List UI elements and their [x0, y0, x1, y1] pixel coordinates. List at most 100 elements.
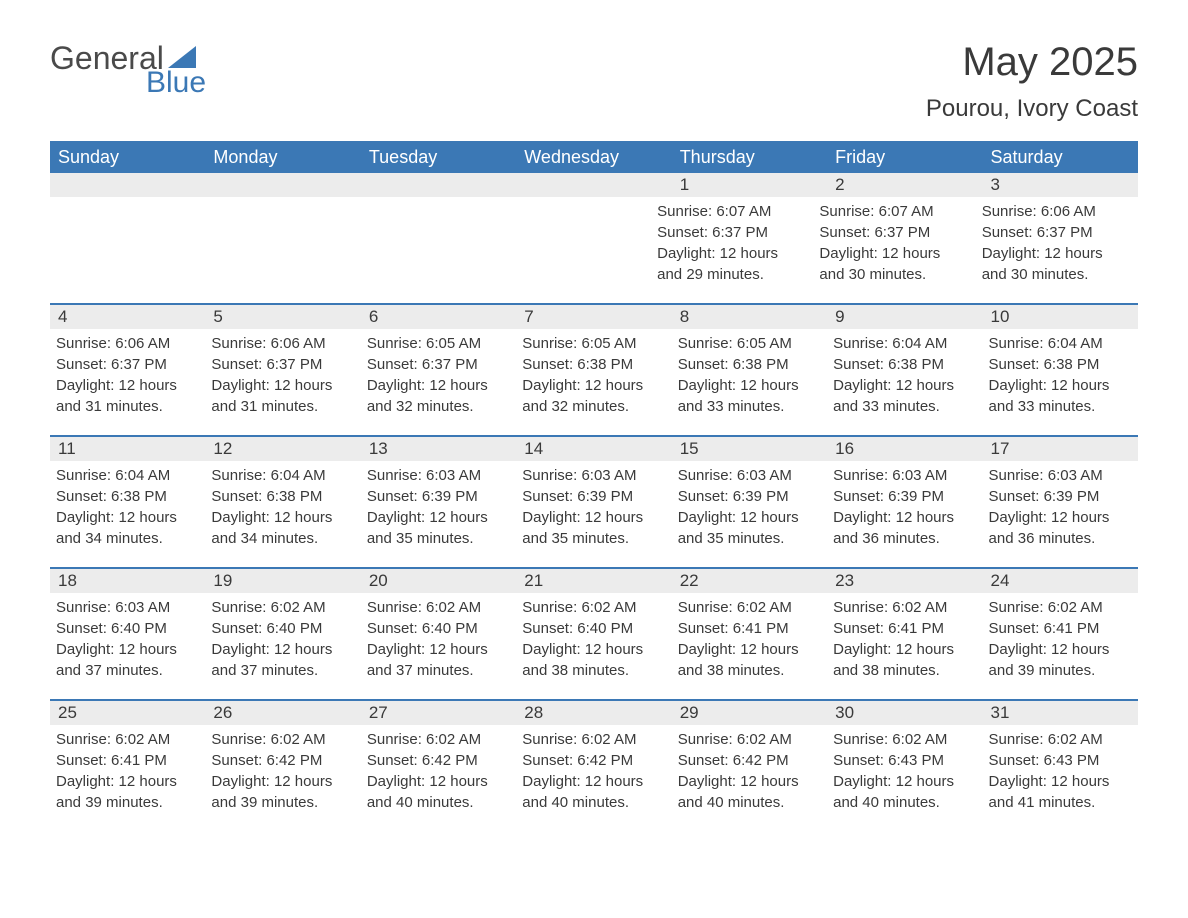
- daylight-text: and 39 minutes.: [56, 792, 199, 813]
- sunrise-text: Sunrise: 6:02 AM: [367, 729, 510, 750]
- sunrise-text: Sunrise: 6:03 AM: [989, 465, 1132, 486]
- daylight-text: Daylight: 12 hours: [367, 771, 510, 792]
- daylight-text: and 38 minutes.: [522, 660, 665, 681]
- daylight-text: and 40 minutes.: [833, 792, 976, 813]
- sunset-text: Sunset: 6:38 PM: [678, 354, 821, 375]
- weekday-label: Wednesday: [516, 147, 671, 168]
- week-row: Sunrise: 6:02 AMSunset: 6:41 PMDaylight:…: [50, 725, 1138, 831]
- day-number: 3: [983, 173, 1138, 197]
- daylight-text: Daylight: 12 hours: [833, 771, 976, 792]
- sunrise-text: Sunrise: 6:04 AM: [211, 465, 354, 486]
- sunset-text: Sunset: 6:40 PM: [367, 618, 510, 639]
- day-number: 29: [672, 701, 827, 725]
- daylight-text: Daylight: 12 hours: [522, 507, 665, 528]
- daylight-text: and 35 minutes.: [522, 528, 665, 549]
- day-cell: Sunrise: 6:02 AMSunset: 6:42 PMDaylight:…: [672, 725, 827, 831]
- day-cell: Sunrise: 6:05 AMSunset: 6:37 PMDaylight:…: [361, 329, 516, 435]
- sunset-text: Sunset: 6:40 PM: [522, 618, 665, 639]
- day-cell: Sunrise: 6:03 AMSunset: 6:39 PMDaylight:…: [672, 461, 827, 567]
- daylight-text: Daylight: 12 hours: [211, 507, 354, 528]
- daylight-text: Daylight: 12 hours: [982, 243, 1132, 264]
- sunset-text: Sunset: 6:42 PM: [522, 750, 665, 771]
- daylight-text: Daylight: 12 hours: [522, 771, 665, 792]
- day-number: 30: [827, 701, 982, 725]
- day-number-row: 45678910: [50, 303, 1138, 329]
- sunset-text: Sunset: 6:38 PM: [56, 486, 199, 507]
- daylight-text: Daylight: 12 hours: [56, 375, 199, 396]
- sunrise-text: Sunrise: 6:04 AM: [989, 333, 1132, 354]
- daylight-text: Daylight: 12 hours: [678, 639, 821, 660]
- weekday-label: Friday: [827, 147, 982, 168]
- sunset-text: Sunset: 6:40 PM: [211, 618, 354, 639]
- sunset-text: Sunset: 6:39 PM: [678, 486, 821, 507]
- day-number: [361, 173, 516, 197]
- page-header: General Blue May 2025 Pourou, Ivory Coas…: [50, 40, 1138, 123]
- day-cell: Sunrise: 6:03 AMSunset: 6:39 PMDaylight:…: [516, 461, 671, 567]
- day-cell: Sunrise: 6:03 AMSunset: 6:39 PMDaylight:…: [983, 461, 1138, 567]
- day-number-row: 25262728293031: [50, 699, 1138, 725]
- empty-cell: [200, 197, 350, 303]
- daylight-text: and 39 minutes.: [989, 660, 1132, 681]
- sunset-text: Sunset: 6:38 PM: [833, 354, 976, 375]
- weekday-label: Tuesday: [361, 147, 516, 168]
- day-number: 6: [361, 305, 516, 329]
- empty-cell: [501, 197, 651, 303]
- day-cell: Sunrise: 6:02 AMSunset: 6:43 PMDaylight:…: [827, 725, 982, 831]
- sunset-text: Sunset: 6:38 PM: [522, 354, 665, 375]
- daylight-text: and 33 minutes.: [989, 396, 1132, 417]
- weekday-label: Sunday: [50, 147, 205, 168]
- day-number: 12: [205, 437, 360, 461]
- daylight-text: and 39 minutes.: [211, 792, 354, 813]
- empty-cell: [351, 197, 501, 303]
- day-number: 13: [361, 437, 516, 461]
- day-cell: Sunrise: 6:07 AMSunset: 6:37 PMDaylight:…: [813, 197, 975, 303]
- daylight-text: Daylight: 12 hours: [678, 507, 821, 528]
- sunset-text: Sunset: 6:39 PM: [989, 486, 1132, 507]
- day-number: 2: [827, 173, 982, 197]
- sunset-text: Sunset: 6:38 PM: [989, 354, 1132, 375]
- sunrise-text: Sunrise: 6:05 AM: [522, 333, 665, 354]
- empty-cell: [50, 197, 200, 303]
- day-cell: Sunrise: 6:05 AMSunset: 6:38 PMDaylight:…: [672, 329, 827, 435]
- daylight-text: Daylight: 12 hours: [989, 507, 1132, 528]
- daylight-text: Daylight: 12 hours: [367, 375, 510, 396]
- daylight-text: and 32 minutes.: [522, 396, 665, 417]
- sunrise-text: Sunrise: 6:02 AM: [211, 597, 354, 618]
- day-number: 25: [50, 701, 205, 725]
- sunrise-text: Sunrise: 6:03 AM: [522, 465, 665, 486]
- sunrise-text: Sunrise: 6:02 AM: [522, 597, 665, 618]
- sunrise-text: Sunrise: 6:02 AM: [989, 597, 1132, 618]
- daylight-text: and 33 minutes.: [833, 396, 976, 417]
- daylight-text: and 33 minutes.: [678, 396, 821, 417]
- calendar: Sunday Monday Tuesday Wednesday Thursday…: [50, 141, 1138, 831]
- sunrise-text: Sunrise: 6:06 AM: [211, 333, 354, 354]
- sunset-text: Sunset: 6:41 PM: [989, 618, 1132, 639]
- daylight-text: Daylight: 12 hours: [989, 375, 1132, 396]
- daylight-text: Daylight: 12 hours: [833, 507, 976, 528]
- daylight-text: and 30 minutes.: [819, 264, 969, 285]
- day-number: 9: [827, 305, 982, 329]
- day-cell: Sunrise: 6:04 AMSunset: 6:38 PMDaylight:…: [205, 461, 360, 567]
- daylight-text: Daylight: 12 hours: [833, 639, 976, 660]
- day-number-row: 11121314151617: [50, 435, 1138, 461]
- sunset-text: Sunset: 6:41 PM: [833, 618, 976, 639]
- weekday-label: Thursday: [672, 147, 827, 168]
- sunrise-text: Sunrise: 6:02 AM: [522, 729, 665, 750]
- day-cell: Sunrise: 6:02 AMSunset: 6:42 PMDaylight:…: [361, 725, 516, 831]
- daylight-text: Daylight: 12 hours: [989, 639, 1132, 660]
- daylight-text: Daylight: 12 hours: [56, 639, 199, 660]
- daylight-text: Daylight: 12 hours: [367, 507, 510, 528]
- sunrise-text: Sunrise: 6:02 AM: [678, 597, 821, 618]
- daylight-text: Daylight: 12 hours: [522, 375, 665, 396]
- day-cell: Sunrise: 6:04 AMSunset: 6:38 PMDaylight:…: [50, 461, 205, 567]
- day-cell: Sunrise: 6:07 AMSunset: 6:37 PMDaylight:…: [651, 197, 813, 303]
- week-row: Sunrise: 6:06 AMSunset: 6:37 PMDaylight:…: [50, 329, 1138, 435]
- day-number: 7: [516, 305, 671, 329]
- daylight-text: and 35 minutes.: [367, 528, 510, 549]
- daylight-text: and 40 minutes.: [367, 792, 510, 813]
- week-row: Sunrise: 6:07 AMSunset: 6:37 PMDaylight:…: [50, 197, 1138, 303]
- weekday-header: Sunday Monday Tuesday Wednesday Thursday…: [50, 141, 1138, 173]
- daylight-text: and 38 minutes.: [833, 660, 976, 681]
- sunrise-text: Sunrise: 6:02 AM: [211, 729, 354, 750]
- week-row: Sunrise: 6:04 AM Sunset: 6:38 PM Daylight:…: [50, 461, 1138, 567]
